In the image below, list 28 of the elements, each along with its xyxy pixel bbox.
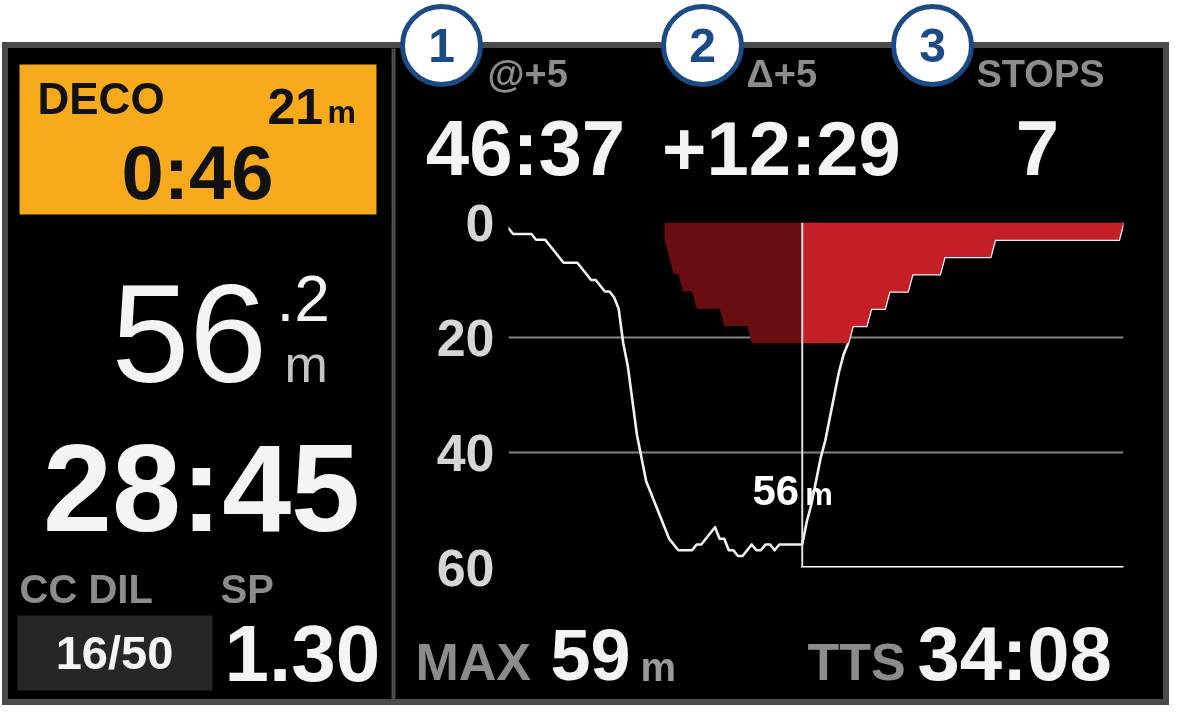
text: m (327, 94, 356, 131)
text: .2 (276, 262, 330, 335)
text: m (640, 644, 677, 689)
text: 28:45 (42, 419, 361, 558)
text: MAX (415, 633, 532, 692)
text: 7 (1015, 104, 1060, 193)
text: 46:37 (425, 104, 626, 193)
text: DECO (37, 73, 165, 123)
text: +12:29 (662, 106, 901, 192)
text: SP (220, 566, 274, 611)
y-tick-label: 40 (436, 423, 495, 482)
text: CC DIL (19, 566, 153, 611)
text: 34:08 (917, 611, 1112, 697)
text: @+5 (487, 53, 568, 96)
text: 2 (689, 19, 716, 73)
text: TTS (807, 633, 906, 692)
y-tick-label: 0 (465, 193, 495, 252)
text: m (284, 335, 328, 394)
text: STOPS (976, 53, 1105, 96)
text: 1.30 (224, 609, 381, 698)
y-tick-label: 60 (436, 538, 495, 597)
text: Δ+5 (746, 53, 818, 96)
text: 16/50 (55, 625, 174, 679)
text: 1 (428, 19, 455, 73)
text: 59 (550, 615, 631, 696)
text: 3 (919, 19, 946, 73)
y-tick-label: 20 (436, 308, 495, 367)
text: 56 (111, 254, 268, 412)
